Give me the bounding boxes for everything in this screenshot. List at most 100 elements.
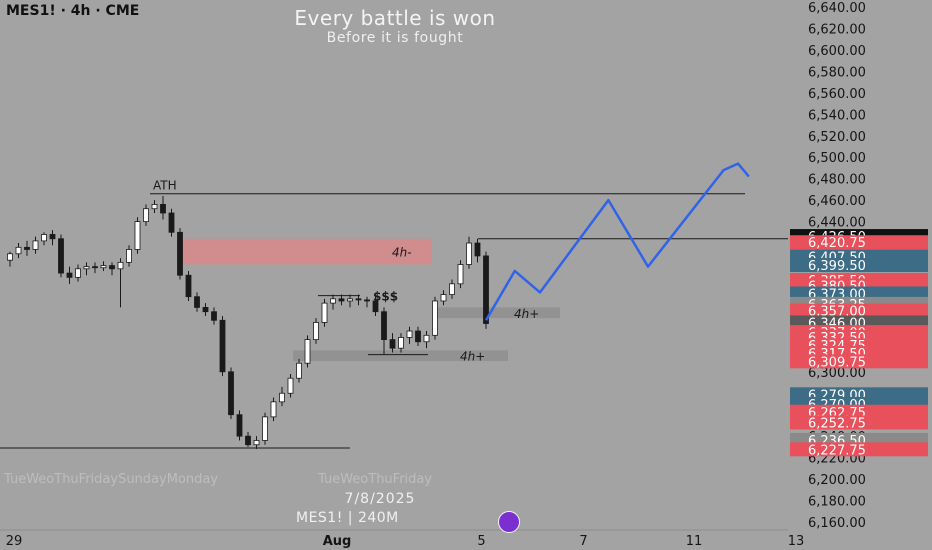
time-tick-label: 13 xyxy=(788,534,805,549)
candle-body xyxy=(406,330,413,338)
candle-body xyxy=(245,435,251,446)
watermark-tag: MES1! | 240M xyxy=(296,510,399,526)
ath-label: ATH xyxy=(153,179,177,193)
candle-body xyxy=(236,414,243,437)
price-label-layer: 6,426.506,420.756,407.506,399.506,385.50… xyxy=(790,229,928,458)
liquidity-label: $$$ xyxy=(373,290,398,304)
candle-body xyxy=(143,208,149,222)
candle-body xyxy=(66,272,73,278)
candle-body xyxy=(262,416,268,441)
candle-body xyxy=(92,266,98,269)
price-tick-label: 6,480.00 xyxy=(808,173,866,188)
candle-body xyxy=(330,298,336,304)
candle-body xyxy=(389,339,396,349)
price-tag-label: 6,309.75 xyxy=(808,355,866,370)
candle-body xyxy=(432,300,438,336)
candle-body xyxy=(117,261,124,270)
candle-body xyxy=(32,240,39,250)
time-tick-label: Aug xyxy=(323,534,352,549)
price-tick-label: 6,520.00 xyxy=(808,130,866,145)
price-tick-label: 6,460.00 xyxy=(808,194,866,209)
candle-body xyxy=(304,339,311,364)
candle-body xyxy=(41,234,47,242)
candle-body xyxy=(83,266,90,270)
candle-body xyxy=(347,298,353,302)
projection-path xyxy=(484,162,750,321)
time-tick-label: 7 xyxy=(579,534,587,549)
candle-body xyxy=(100,265,107,269)
candle-body xyxy=(253,440,260,446)
zone-layer xyxy=(180,238,560,362)
candle-body xyxy=(15,246,22,255)
candle-body xyxy=(49,234,56,240)
candle-body xyxy=(415,330,421,343)
candle-body xyxy=(381,311,387,341)
price-tick-label: 6,540.00 xyxy=(808,108,866,123)
candle-body xyxy=(457,264,464,285)
price-tick-label: 6,580.00 xyxy=(808,65,866,80)
watermark-title: Every battle is won xyxy=(294,6,496,30)
candle-body xyxy=(279,392,285,403)
price-tick-label: 6,300.00 xyxy=(808,366,866,381)
candle-body xyxy=(338,298,345,302)
zone-label: 4h+ xyxy=(460,350,485,364)
price-tick-label: 6,560.00 xyxy=(808,87,866,102)
zone-label: 4h+ xyxy=(514,307,539,321)
supply-demand-zone xyxy=(437,307,560,319)
candle-body xyxy=(194,296,200,308)
price-tick-label: 6,620.00 xyxy=(808,22,866,37)
price-tag xyxy=(790,235,928,250)
price-tick-label: 6,640.00 xyxy=(808,1,866,16)
zone-label: 4h- xyxy=(392,246,412,260)
tradingview-badge-icon xyxy=(498,511,520,533)
time-tick-label: 5 xyxy=(477,534,485,549)
candle-body xyxy=(313,322,319,341)
time-tick-label: 11 xyxy=(686,534,703,549)
price-tag xyxy=(790,404,928,419)
price-tick-label: 6,180.00 xyxy=(808,495,866,510)
symbol-title[interactable]: MES1! · 4h · CME xyxy=(6,3,140,19)
candle-body xyxy=(75,268,81,278)
candle-body xyxy=(270,401,277,418)
candle-body xyxy=(160,204,166,214)
price-tick-label: 6,160.00 xyxy=(808,516,866,531)
price-tag-label: 6,227.75 xyxy=(808,443,866,458)
price-tag-label: 6,399.50 xyxy=(808,259,866,274)
price-tag xyxy=(790,258,928,273)
price-tick-label: 6,600.00 xyxy=(808,44,866,59)
projection-layer xyxy=(484,162,750,321)
supply-demand-zone xyxy=(180,238,432,265)
price-tag xyxy=(790,442,928,457)
candle-body xyxy=(126,249,132,263)
ghost-day-labels-right: TueWeoThuFriday xyxy=(318,472,433,487)
candle-body xyxy=(168,212,175,233)
candle-body xyxy=(58,238,64,274)
candle-body xyxy=(296,362,302,379)
candle-body xyxy=(7,253,13,261)
candle-body xyxy=(372,300,379,313)
time-axis[interactable]: 29 Aug 5 7 11 13 xyxy=(0,529,805,549)
candle-body xyxy=(211,311,217,321)
ghost-day-labels-left: TueWeoThuFridaySundayMonday xyxy=(4,472,219,487)
annotation-text-layer: 4h- 4h+ 4h+ ATH $$$ xyxy=(153,179,539,364)
candle-body xyxy=(109,265,115,270)
candle-body xyxy=(364,299,370,302)
candle-body xyxy=(449,283,455,295)
candle-body xyxy=(398,337,404,349)
candle-body xyxy=(24,246,30,250)
candle-body xyxy=(440,294,447,302)
candle-body xyxy=(287,377,294,394)
watermark-date: 7/8/2025 xyxy=(344,491,416,507)
candle-body xyxy=(466,242,472,265)
time-tick-label: 29 xyxy=(6,534,23,549)
supply-demand-zone xyxy=(293,350,508,362)
price-tick-label: 6,200.00 xyxy=(808,473,866,488)
candle-body xyxy=(185,274,192,298)
hline-layer xyxy=(0,193,788,449)
price-tick-label: 6,440.00 xyxy=(808,216,866,231)
candle-layer xyxy=(7,195,489,450)
candle-body xyxy=(177,231,183,276)
price-tick-label: 6,500.00 xyxy=(808,151,866,166)
price-tag xyxy=(790,303,928,318)
